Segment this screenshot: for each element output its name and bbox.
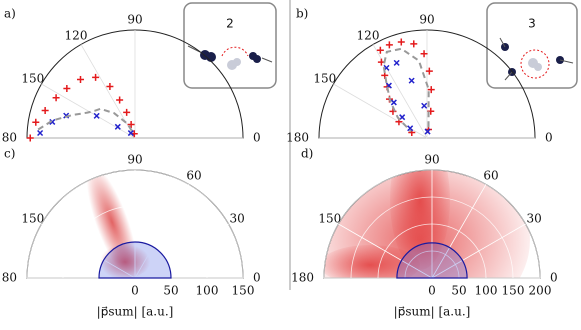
panel-label: c) xyxy=(4,147,15,161)
marker xyxy=(427,86,435,94)
radial-grid xyxy=(323,169,541,279)
marker xyxy=(32,118,40,126)
inset-label: 3 xyxy=(528,17,536,31)
angle-tick-label: 180 xyxy=(0,271,17,285)
inset xyxy=(486,2,578,89)
inset-label: 2 xyxy=(226,17,234,31)
marker xyxy=(37,129,44,137)
density xyxy=(86,170,150,278)
radial-grid xyxy=(62,205,208,279)
angle-tick-label: 60 xyxy=(483,168,498,182)
marker xyxy=(127,121,135,129)
marker xyxy=(397,38,405,46)
threshold-circle xyxy=(396,242,468,279)
marker xyxy=(123,108,131,116)
angle-tick-label: 180 xyxy=(291,271,314,285)
threshold-circle xyxy=(98,241,172,279)
angle-tick-label: 150 xyxy=(21,212,44,226)
marker xyxy=(425,67,433,75)
fit-line xyxy=(37,107,135,135)
angle-tick-label: 0 xyxy=(545,131,553,145)
marker xyxy=(410,40,418,48)
angle-grid xyxy=(80,44,136,139)
panel-label: b) xyxy=(296,7,308,21)
x-axis-label: |p⃗sum| [a.u.] xyxy=(97,305,174,319)
x-axis-label: |p⃗sum| [a.u.] xyxy=(394,305,471,319)
marker xyxy=(408,77,415,84)
angle-tick-label: 120 xyxy=(65,28,88,42)
angle-tick-label: 30 xyxy=(527,212,542,226)
marker xyxy=(407,125,414,132)
marker xyxy=(26,134,34,142)
marker xyxy=(427,107,435,115)
angle-tick-label: 180 xyxy=(0,131,17,145)
inset xyxy=(183,2,277,89)
angle-tick-label: 180 xyxy=(286,131,309,145)
radial-tick-label: 0 xyxy=(131,284,139,298)
radial-tick-label: 50 xyxy=(451,284,466,298)
radial-tick-label: 150 xyxy=(232,284,255,298)
marker xyxy=(127,130,134,137)
angle-tick-label: 150 xyxy=(318,212,341,226)
marker xyxy=(376,46,384,54)
marker xyxy=(52,94,60,102)
angle-tick-label: 0 xyxy=(550,271,558,285)
marker xyxy=(116,96,124,104)
radial-grid xyxy=(404,250,460,279)
angle-grid xyxy=(134,184,190,279)
marker xyxy=(92,73,100,81)
angle-grid xyxy=(41,223,136,279)
angle-tick-label: 30 xyxy=(230,212,245,226)
marker xyxy=(63,84,71,92)
marker xyxy=(49,118,56,125)
marker xyxy=(420,50,428,58)
marker xyxy=(106,83,114,91)
panel-label: a) xyxy=(4,7,16,21)
angle-grid xyxy=(333,83,428,139)
radial-grid xyxy=(377,223,487,279)
radial-tick-label: 50 xyxy=(163,284,178,298)
marker xyxy=(421,102,428,109)
marker xyxy=(390,99,397,106)
polar-frame xyxy=(318,29,536,139)
radial-grid xyxy=(26,169,244,279)
marker xyxy=(93,112,100,119)
angle-tick-label: 150 xyxy=(21,72,44,86)
radial-tick-label: 200 xyxy=(529,284,552,298)
marker xyxy=(41,107,49,115)
radial-tick-label: 0 xyxy=(428,284,436,298)
marker xyxy=(424,128,431,135)
marker xyxy=(114,123,121,130)
angle-tick-label: 0 xyxy=(253,131,261,145)
density xyxy=(324,170,530,278)
polar-frame xyxy=(26,29,244,139)
angle-tick-label: 150 xyxy=(313,72,336,86)
panel-label: d) xyxy=(301,147,313,161)
angle-tick-label: 120 xyxy=(357,28,380,42)
marker xyxy=(63,112,70,119)
angle-grid xyxy=(134,223,229,279)
fit-line xyxy=(382,47,430,133)
marker xyxy=(385,41,393,49)
angle-tick-label: 90 xyxy=(127,153,142,167)
marker xyxy=(399,114,406,121)
angle-tick-label: 0 xyxy=(253,271,261,285)
angle-tick-label: 60 xyxy=(186,168,201,182)
marker xyxy=(393,59,400,66)
radial-grid xyxy=(350,196,514,279)
angle-grid xyxy=(372,44,428,139)
radial-tick-label: 150 xyxy=(502,284,525,298)
marker xyxy=(76,76,84,84)
radial-tick-label: 100 xyxy=(196,284,219,298)
angle-tick-label: 90 xyxy=(127,13,142,27)
angle-tick-label: 90 xyxy=(419,13,434,27)
angle-grid xyxy=(41,83,136,139)
radial-tick-label: 100 xyxy=(475,284,498,298)
angle-tick-label: 90 xyxy=(424,153,439,167)
